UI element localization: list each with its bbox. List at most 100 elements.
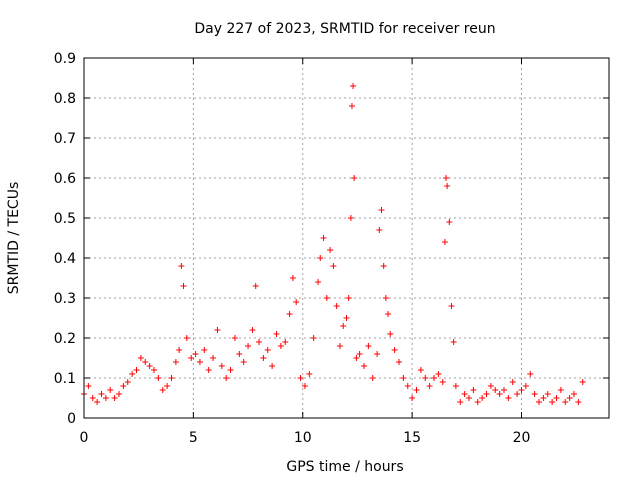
chart-title: Day 227 of 2023, SRMTID for receiver reu… (194, 21, 495, 37)
data-point (385, 311, 392, 317)
y-tick-label: 0.5 (54, 211, 76, 227)
y-tick-label: 0.7 (54, 131, 76, 147)
data-point (282, 339, 289, 345)
data-point (142, 359, 149, 365)
data-point (146, 363, 153, 369)
data-point (192, 351, 199, 357)
data-point (566, 395, 573, 401)
data-point (474, 399, 481, 405)
data-point (444, 183, 451, 189)
data-point (461, 391, 468, 397)
data-point (120, 383, 127, 389)
data-point (422, 375, 429, 381)
data-point (129, 371, 136, 377)
data-point (183, 335, 190, 341)
data-point (155, 375, 162, 381)
data-point (214, 327, 221, 333)
data-point (549, 399, 556, 405)
y-tick-label: 0.3 (54, 291, 76, 307)
data-point (336, 343, 343, 349)
data-point (159, 387, 166, 393)
data-point (269, 363, 276, 369)
data-point (409, 395, 416, 401)
data-point (201, 347, 208, 353)
data-point (431, 375, 437, 381)
data-point (231, 335, 238, 341)
data-point (441, 239, 448, 245)
data-point (164, 383, 171, 389)
data-point (218, 363, 225, 369)
data-point (236, 351, 243, 357)
data-point (448, 303, 455, 309)
x-tick-label: 0 (80, 430, 89, 446)
data-point (333, 303, 340, 309)
data-point (562, 399, 569, 405)
data-point (365, 343, 372, 349)
data-point (260, 355, 267, 361)
data-point (413, 387, 420, 393)
data-point (404, 383, 411, 389)
data-point (518, 387, 525, 393)
data-point (102, 395, 109, 401)
data-point (252, 283, 259, 289)
data-point (289, 275, 296, 281)
x-tick-label: 5 (189, 430, 198, 446)
data-point (479, 395, 486, 401)
data-point (361, 363, 367, 369)
data-point (376, 227, 383, 233)
data-point (85, 383, 92, 389)
data-point (544, 391, 551, 397)
data-point (356, 351, 363, 357)
data-point (536, 399, 542, 405)
y-tick-label: 0 (67, 411, 76, 427)
data-point (571, 391, 577, 397)
data-point (277, 343, 284, 349)
data-point (443, 175, 450, 181)
data-point (483, 391, 490, 397)
data-point (323, 295, 330, 301)
data-point (124, 379, 131, 385)
data-point (297, 375, 304, 381)
data-point (188, 355, 195, 361)
data-point (293, 299, 300, 305)
data-point (522, 383, 529, 389)
data-point (426, 383, 433, 389)
data-point (557, 387, 564, 393)
data-point (553, 395, 560, 401)
data-point (350, 83, 357, 89)
data-point (205, 367, 212, 373)
data-point (301, 383, 308, 389)
data-point (391, 347, 398, 353)
data-point (116, 391, 122, 397)
data-point (496, 391, 503, 397)
data-point (380, 263, 387, 269)
data-point (470, 387, 477, 393)
data-point (107, 387, 114, 393)
data-point (273, 331, 280, 337)
data-point (245, 343, 252, 349)
data-point (540, 395, 547, 401)
data-point (327, 247, 334, 253)
y-tick-label: 0.9 (54, 51, 76, 67)
data-point (387, 331, 394, 337)
plot-frame (83, 57, 610, 419)
data-point (196, 359, 203, 365)
data-point (310, 335, 317, 341)
data-point (320, 235, 327, 241)
data-point (317, 255, 324, 261)
data-point (446, 219, 453, 225)
data-point (345, 295, 352, 301)
data-point (286, 311, 293, 317)
data-point (111, 395, 118, 401)
data-point (527, 371, 534, 377)
data-point (374, 351, 381, 357)
data-point (505, 395, 512, 401)
y-tick-label: 0.1 (54, 371, 76, 387)
x-tick-label: 15 (403, 430, 421, 446)
data-point (514, 391, 521, 397)
data-point (439, 379, 446, 385)
y-tick-label: 0.6 (54, 171, 76, 187)
data-point (168, 375, 175, 381)
data-point (210, 355, 217, 361)
data-point (133, 367, 140, 373)
